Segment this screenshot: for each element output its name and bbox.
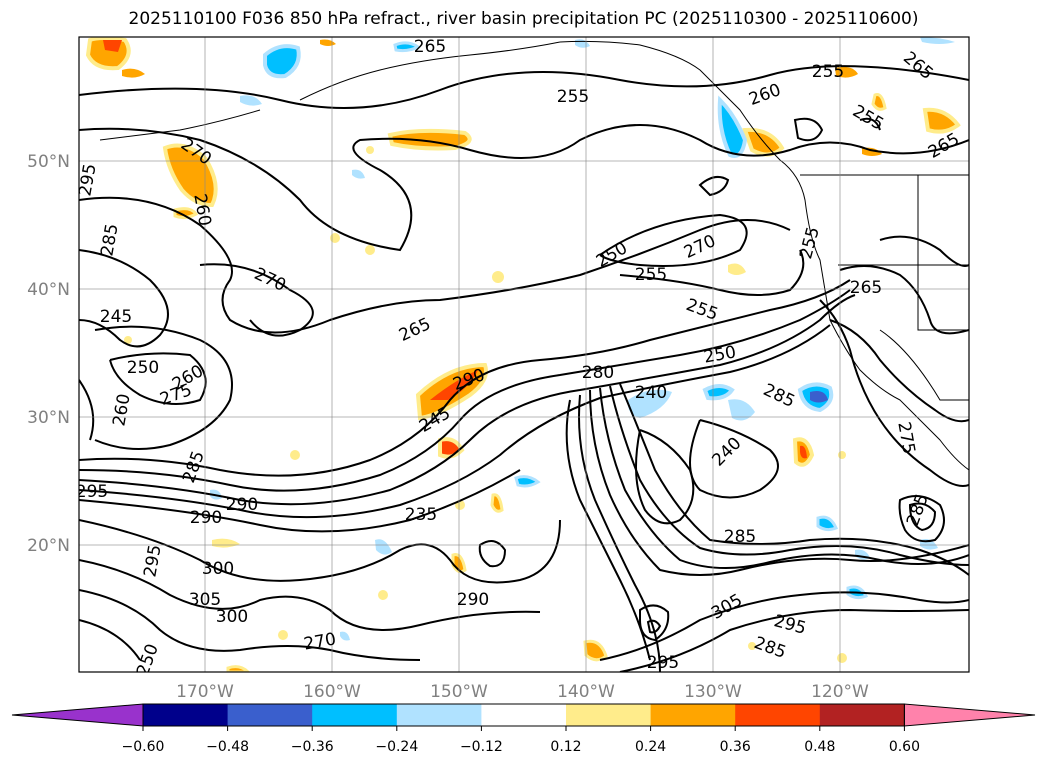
colorbar-tick-label: 0.48 xyxy=(804,739,835,755)
map-title: 2025110100 F036 850 hPa refract., river … xyxy=(128,9,919,29)
contour-label: 280 xyxy=(582,363,614,383)
colorbar-segment xyxy=(396,704,482,726)
contour-label: 295 xyxy=(647,653,679,673)
lat-label: 20°N xyxy=(27,536,70,556)
colorbar-segment xyxy=(227,704,313,726)
longitude-labels: 170°W 160°W 150°W 140°W 130°W 120°W xyxy=(176,682,869,702)
lon-label: 150°W xyxy=(430,682,488,702)
colorbar-tick-label: 0.24 xyxy=(635,739,666,755)
contour-label: 300 xyxy=(202,559,234,579)
coastlines xyxy=(99,40,969,471)
lon-label: 120°W xyxy=(811,682,869,702)
contour-label: 255 xyxy=(557,87,589,107)
colorbar-ticks: −0.60 −0.48 −0.36 −0.24 −0.12 0.12 0.24 0.36 0.4… xyxy=(122,726,920,755)
contour-label: 250 xyxy=(127,358,159,378)
refractivity-contours xyxy=(79,65,969,672)
colorbar-segment xyxy=(735,704,821,726)
lat-label: 30°N xyxy=(27,408,70,428)
colorbar-segment xyxy=(481,704,567,726)
colorbar-tick-label: 0.12 xyxy=(550,739,581,755)
colorbar-frame xyxy=(142,703,905,727)
colorbar: −0.60 −0.48 −0.36 −0.24 −0.12 0.12 0.24 0.36 0.4… xyxy=(11,703,1036,755)
contour-label: 265 xyxy=(850,278,882,298)
map-frame xyxy=(78,36,970,673)
colorbar-segment xyxy=(819,704,905,726)
contour-label: 235 xyxy=(405,505,437,525)
contour-label: 295 xyxy=(75,162,100,197)
colorbar-segment xyxy=(143,704,229,726)
lon-label: 160°W xyxy=(303,682,361,702)
colorbar-tick-label: −0.24 xyxy=(375,739,418,755)
lat-label: 40°N xyxy=(27,280,70,300)
colorbar-tick-label: −0.12 xyxy=(460,739,503,755)
contour-label: 290 xyxy=(457,590,489,610)
colorbar-extend-low xyxy=(11,703,144,727)
colorbar-tick-label: 0.36 xyxy=(720,739,751,755)
contour-label: 255 xyxy=(812,62,844,82)
lon-label: 130°W xyxy=(684,682,742,702)
lon-label: 140°W xyxy=(557,682,615,702)
lat-label: 50°N xyxy=(27,152,70,172)
contour-label: 255 xyxy=(635,265,667,285)
contour-label: 245 xyxy=(100,307,132,327)
contour-label: 300 xyxy=(216,607,248,627)
colorbar-segment xyxy=(312,704,398,726)
colorbar-segment xyxy=(650,704,736,726)
colorbar-tick-label: 0.60 xyxy=(889,739,920,755)
contour-label: 305 xyxy=(189,590,221,610)
latitude-labels: 50°N 40°N 30°N 20°N xyxy=(27,152,70,556)
contour-label: 290 xyxy=(190,508,222,528)
colorbar-tick-label: −0.60 xyxy=(122,739,165,755)
contour-label: 295 xyxy=(76,482,108,502)
graticule xyxy=(79,37,969,672)
colorbar-segment xyxy=(566,704,652,726)
colorbar-extend-high xyxy=(903,703,1036,727)
contour-label: 240 xyxy=(635,383,667,403)
contour-label: 285 xyxy=(724,527,756,547)
colorbar-tick-label: −0.48 xyxy=(206,739,249,755)
colorbar-segments xyxy=(11,703,1036,727)
contour-label: 265 xyxy=(414,37,446,57)
colorbar-tick-label: −0.36 xyxy=(291,739,334,755)
contour-label: 290 xyxy=(226,495,258,515)
lon-label: 170°W xyxy=(176,682,234,702)
precip-anomaly-patches xyxy=(85,37,961,672)
